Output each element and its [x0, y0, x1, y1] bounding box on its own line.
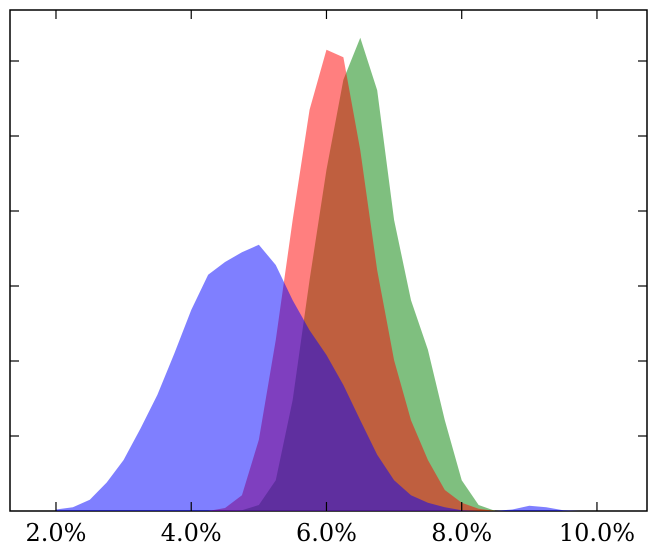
x-tick-label: 10.0%: [559, 519, 635, 547]
x-tick-label: 4.0%: [161, 519, 222, 547]
x-tick-label: 6.0%: [296, 519, 357, 547]
area: [55, 49, 597, 511]
area: [55, 244, 597, 511]
x-tick-label: 2.0%: [25, 519, 86, 547]
x-tick-label: 8.0%: [431, 519, 492, 547]
